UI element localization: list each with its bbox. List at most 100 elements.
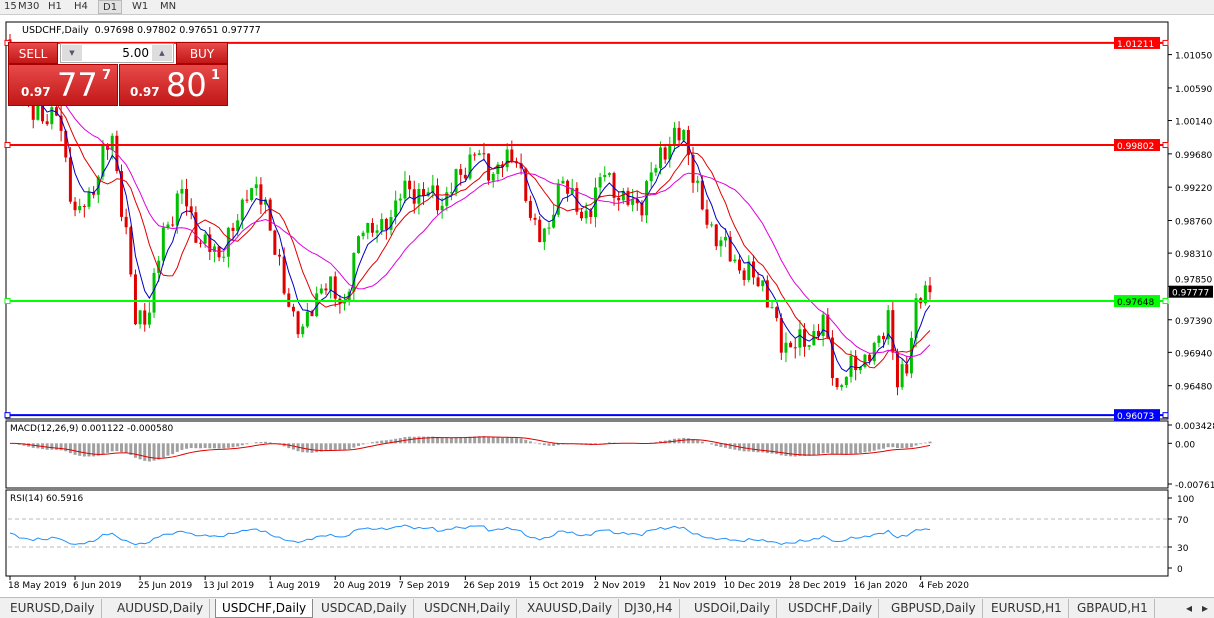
chart-tab[interactable]: EURUSD,H1 <box>985 599 1069 618</box>
chart-tab[interactable]: AUDUSD,Daily <box>111 599 211 618</box>
chart-tab[interactable]: GBPUSD,Daily <box>885 599 983 618</box>
timeframe-MN[interactable]: MN <box>160 1 177 12</box>
candle-body <box>923 285 927 304</box>
macd-histogram-bar <box>73 443 77 455</box>
macd-histogram-bar <box>858 443 862 454</box>
candle-body <box>161 227 165 261</box>
line-handle[interactable] <box>1162 298 1169 305</box>
chart-tab[interactable]: USDCNH,Daily <box>418 599 518 618</box>
volume-down-icon[interactable]: ▼ <box>62 45 82 61</box>
chart-tab[interactable]: USDCHF,Daily <box>782 599 880 618</box>
candle-body <box>928 285 932 293</box>
candle-body <box>765 280 769 308</box>
candle-body <box>528 200 532 218</box>
sell-button[interactable]: SELL <box>8 42 58 64</box>
timeframe-H1[interactable]: H1 <box>48 1 62 12</box>
line-handle[interactable] <box>1162 142 1169 149</box>
macd-histogram-bar <box>909 443 913 448</box>
macd-histogram-bar <box>468 436 472 444</box>
chart-tab[interactable]: GBPAUD,H1 <box>1071 599 1155 618</box>
macd-histogram-bar <box>487 436 491 444</box>
chart-tab[interactable]: XAUUSD,Daily <box>521 599 620 618</box>
timeframe-H4[interactable]: H4 <box>74 1 88 12</box>
candle-body <box>635 199 639 204</box>
macd-pane <box>5 420 1169 489</box>
macd-histogram-bar <box>231 443 235 448</box>
macd-histogram-bar <box>54 443 58 450</box>
candle-body <box>254 184 258 189</box>
candle-body <box>110 135 114 150</box>
price-label-bg <box>1114 36 1160 49</box>
candle-body <box>682 129 686 141</box>
candle-body <box>645 181 649 216</box>
macd-histogram-bar <box>245 443 249 445</box>
rsi-title: RSI(14) 60.5916 <box>10 494 84 504</box>
macd-histogram-bar <box>812 443 816 456</box>
candle-body <box>361 232 365 237</box>
hline-price-label: 0.99802 <box>1117 142 1154 152</box>
candle-body <box>826 314 830 338</box>
buy-button[interactable]: BUY <box>176 42 228 64</box>
macd-histogram-bar <box>45 443 49 450</box>
macd-histogram-bar <box>510 437 514 444</box>
volume-input[interactable]: ▼ 5.00 ▲ <box>60 43 174 63</box>
macd-histogram-bar <box>143 443 147 461</box>
candle-body <box>129 227 133 275</box>
candle-body <box>157 260 161 273</box>
candle-body <box>914 298 918 339</box>
line-handle[interactable] <box>4 298 11 305</box>
macd-histogram-bar <box>347 443 351 450</box>
macd-histogram-bar <box>329 443 333 451</box>
candle-body <box>714 224 718 247</box>
line-handle[interactable] <box>1162 39 1169 46</box>
buy-price-button[interactable]: 0.97 80 1 <box>119 64 228 106</box>
chart-tab[interactable]: USDOil,Daily <box>688 599 777 618</box>
macd-tick-label: -0.007615 <box>1175 481 1214 491</box>
macd-histogram-bar <box>78 443 82 456</box>
macd-histogram-bar <box>473 436 477 444</box>
candle-body <box>719 240 723 247</box>
chart-tab[interactable]: USDCAD,Daily <box>315 599 414 618</box>
line-handle[interactable] <box>1162 412 1169 419</box>
macd-histogram-bar <box>496 437 500 444</box>
scroll-right-icon[interactable]: ▸ <box>1202 601 1209 615</box>
candle-body <box>617 197 621 201</box>
macd-histogram-bar <box>747 443 751 452</box>
macd-histogram-bar <box>514 438 518 444</box>
candle-body <box>454 169 458 193</box>
candle-body <box>584 210 588 219</box>
candle-body <box>519 163 523 169</box>
chart-window[interactable]: 1.01050 1.00590 1.00140 0.99680 0.99220 0.987… <box>2 21 1214 596</box>
macd-histogram-bar <box>435 437 439 444</box>
timeframe-D1[interactable]: D1 <box>98 0 123 14</box>
chart-canvas[interactable]: 1.01050 1.00590 1.00140 0.99680 0.99220 0.987… <box>2 21 1214 596</box>
timeframe-15[interactable]: 15 <box>4 1 17 12</box>
line-handle[interactable] <box>4 142 11 149</box>
candle-body <box>250 188 254 201</box>
timeframe-W1[interactable]: W1 <box>132 1 149 12</box>
candle-body <box>705 209 709 225</box>
macd-histogram-bar <box>882 443 886 449</box>
rsi-tick-label: 100 <box>1177 495 1194 505</box>
volume-up-icon[interactable]: ▲ <box>152 45 172 61</box>
candle-body <box>59 115 63 131</box>
chart-tab[interactable]: DJ30,H4 <box>618 599 680 618</box>
candle-body <box>477 153 481 155</box>
macd-histogram-bar <box>324 443 328 451</box>
price-tick-label: 0.96940 <box>1175 349 1212 359</box>
scroll-left-icon[interactable]: ◂ <box>1186 601 1193 615</box>
chart-tab[interactable]: USDCHF,Daily <box>215 599 314 618</box>
timeframe-M30[interactable]: M30 <box>18 1 40 12</box>
candle-body <box>589 210 593 217</box>
sell-price-button[interactable]: 0.97 77 7 <box>8 64 118 106</box>
candle-body <box>710 224 714 226</box>
price-tick-label: 1.00140 <box>1175 118 1212 128</box>
chart-tab[interactable]: EURUSD,Daily <box>4 599 102 618</box>
candle-body <box>54 107 58 116</box>
candle-body <box>877 335 881 343</box>
macd-histogram-bar <box>120 443 124 453</box>
line-handle[interactable] <box>4 412 11 419</box>
macd-histogram-bar <box>380 440 384 444</box>
price-tick-label: 0.97850 <box>1175 276 1212 286</box>
candle-body <box>677 127 681 141</box>
